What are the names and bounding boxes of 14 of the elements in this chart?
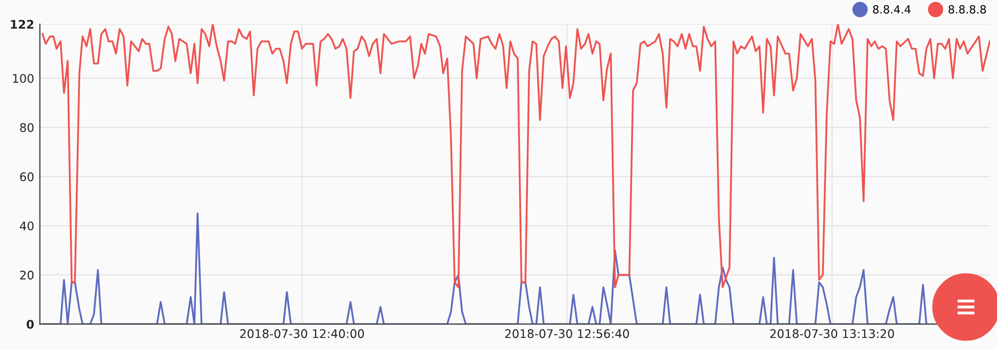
- line-series: [42, 24, 990, 288]
- y-tick-label: 0: [26, 320, 34, 329]
- x-tick-label: 2018-07-30 12:40:00: [240, 329, 364, 338]
- y-tick-label: 20: [20, 270, 34, 280]
- y-tick-label: 40: [20, 221, 34, 230]
- x-tick-label: 2018-07-30 13:13:20: [770, 329, 894, 338]
- line-series: [42, 212, 928, 324]
- y-tick-label: 60: [20, 172, 34, 182]
- legend-label: 8.8.4.4: [873, 5, 911, 14]
- y-tick-label: 100: [13, 74, 34, 83]
- x-tick-label: 2018-07-30 12:56:40: [505, 329, 629, 338]
- y-tick-label: 80: [20, 123, 34, 132]
- y-tick-label: 122: [11, 20, 34, 29]
- legend-label: 8.8.8.8: [948, 5, 986, 14]
